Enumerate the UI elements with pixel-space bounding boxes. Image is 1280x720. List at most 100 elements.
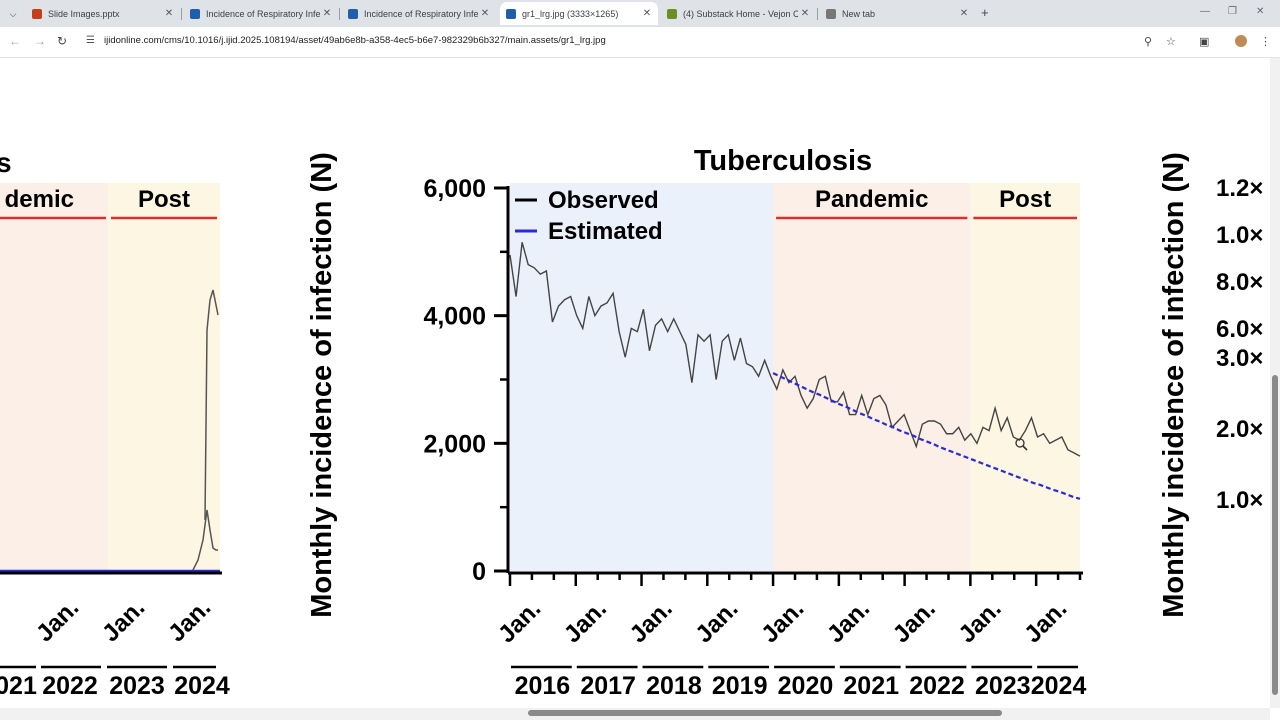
left-observed-line-peak: [204, 289, 219, 521]
legend-label-observed: Observed: [548, 187, 659, 214]
left-x-tick-2: Jan.: [97, 594, 150, 647]
year-label: 2020: [778, 672, 834, 700]
left-post-label: Post: [138, 186, 190, 213]
horizontal-scroll-thumb[interactable]: [528, 710, 1002, 716]
right-tick-5: 3.0×: [1216, 345, 1263, 372]
left-post-band: [108, 183, 220, 571]
vertical-scroll-thumb[interactable]: [1272, 375, 1278, 695]
journal-icon: [190, 8, 200, 19]
left-pandemic-label: demic: [5, 186, 74, 213]
zoom-cursor-icon: [1015, 438, 1028, 451]
y-axis-label: Monthly incidence of infection (N): [306, 152, 338, 618]
x-tick-label: Jan.: [954, 595, 1007, 648]
period-band-3: [970, 183, 1080, 571]
tab-separator: [817, 8, 818, 20]
powerpoint-icon: [32, 8, 42, 19]
left-year-label-1: 021: [0, 672, 37, 700]
journal-icon: [348, 8, 358, 19]
address-bar[interactable]: ijidonline.com/cms/10.1016/j.ijid.2025.1…: [104, 35, 606, 46]
new-tab-plus-icon[interactable]: +: [981, 5, 989, 20]
tab-title: gr1_lrg.jpg (3333×1265): [522, 8, 619, 19]
series-line-observed: [509, 242, 1081, 457]
period-band-2: [773, 183, 971, 571]
tab-3[interactable]: Incidence of Respiratory Infecti ✕: [342, 2, 496, 25]
tab-close-icon[interactable]: ✕: [164, 8, 174, 19]
tab-1[interactable]: Slide Images.pptx ✕: [26, 2, 180, 25]
year-label: 2017: [580, 672, 636, 700]
tab-separator: [339, 8, 340, 20]
tab-title: New tab: [842, 8, 876, 19]
chart-title: Tuberculosis: [694, 145, 872, 177]
site-info-icon[interactable]: ☰: [86, 35, 95, 46]
menu-kebab-icon[interactable]: ⋮: [1260, 36, 1271, 48]
tab-close-icon[interactable]: ✕: [800, 8, 810, 19]
period-band-1: [510, 183, 774, 571]
tab-4[interactable]: gr1_lrg.jpg (3333×1265) ✕: [500, 2, 658, 25]
tab-close-icon[interactable]: ✕: [642, 8, 652, 19]
tab-strip: ⌵ Slide Images.pptx ✕ Incidence of Respira…: [0, 0, 1280, 27]
x-tick-label: Jan.: [690, 595, 743, 648]
year-label: 2023: [975, 672, 1031, 700]
x-tick-label: Jan.: [493, 595, 546, 648]
tab-close-icon[interactable]: ✕: [322, 8, 332, 19]
tab-close-icon[interactable]: ✕: [959, 8, 969, 19]
journal-icon: [506, 8, 516, 19]
y-tick-label: 6,000: [423, 175, 486, 203]
y-tick-label: 4,000: [423, 303, 486, 331]
left-panel: s demic Post Jan. Jan. Jan. 021 2022 202…: [0, 147, 230, 700]
left-observed-line-low: [0, 509, 218, 573]
browser-toolbar: ← → ↻ ☰ ijidonline.com/cms/10.1016/j.iji…: [0, 27, 1280, 58]
right-tick-4: 6.0×: [1216, 316, 1263, 343]
chrome-icon: [826, 8, 836, 19]
minimize-icon[interactable]: —: [1200, 6, 1210, 17]
restore-icon[interactable]: ❐: [1228, 6, 1237, 17]
tuberculosis-chart: Pandemic Post Tuberculosis 0 2,000 4,000 6,000…: [423, 145, 1086, 700]
profile-avatar[interactable]: [1235, 35, 1247, 47]
year-label: 2019: [712, 672, 768, 700]
year-label: 2016: [515, 672, 571, 700]
period-label-3: Post: [999, 186, 1051, 213]
right-tick-2: 1.0×: [1216, 222, 1263, 249]
left-title-fragment: s: [0, 147, 12, 178]
tab-close-icon[interactable]: ✕: [480, 8, 490, 19]
tab-title: Incidence of Respiratory Infecti: [206, 8, 320, 19]
y-tick-label: 0: [472, 558, 486, 586]
right-tick-3: 8.0×: [1216, 269, 1263, 296]
x-tick-label: Jan.: [625, 595, 678, 648]
x-tick-label: Jan.: [888, 595, 941, 648]
right-y-axis-label: Monthly incidence of infection (N): [1158, 152, 1190, 618]
bookmark-star-icon[interactable]: ☆: [1166, 36, 1176, 48]
year-label: 2021: [843, 672, 899, 700]
tab-5[interactable]: (4) Substack Home - Vejon CO ✕: [661, 2, 816, 25]
back-arrow-icon[interactable]: ←: [9, 34, 21, 48]
y-tick-label: 2,000: [423, 430, 486, 458]
right-tick-1: 1.2×: [1216, 175, 1263, 202]
right-tick-6: 2.0×: [1216, 416, 1263, 443]
left-pandemic-band: [0, 183, 108, 571]
left-year-label-3: 2023: [109, 672, 165, 700]
extensions-icon[interactable]: ▣: [1199, 36, 1210, 48]
right-panel: Monthly incidence of infection (N) 1.2× …: [1158, 152, 1263, 618]
tab-title: Incidence of Respiratory Infecti: [364, 8, 478, 19]
left-year-label-4: 2024: [174, 672, 230, 700]
legend-label-estimated: Estimated: [548, 218, 663, 245]
year-label: 2024: [1031, 672, 1087, 700]
tab-2[interactable]: Incidence of Respiratory Infecti ✕: [184, 2, 338, 25]
close-window-icon[interactable]: ✕: [1256, 6, 1265, 17]
left-x-tick-3: Jan.: [163, 594, 216, 647]
tab-search-chevron-icon[interactable]: ⌵: [9, 8, 17, 19]
x-tick-label: Jan.: [822, 595, 875, 648]
tab-title: Slide Images.pptx: [48, 8, 120, 19]
image-viewport[interactable]: s demic Post Jan. Jan. Jan. 021 2022 202…: [0, 58, 1270, 708]
substack-icon: [667, 8, 677, 19]
forward-arrow-icon[interactable]: →: [34, 34, 46, 48]
reload-icon[interactable]: ↻: [57, 34, 68, 48]
series-line-estimated: [772, 372, 1081, 500]
figure-image: s demic Post Jan. Jan. Jan. 021 2022 202…: [0, 145, 1263, 700]
x-tick-label: Jan.: [756, 595, 809, 648]
tab-6[interactable]: New tab ✕: [820, 2, 975, 25]
x-tick-label: Jan.: [559, 595, 612, 648]
zoom-icon[interactable]: ⚲: [1144, 36, 1153, 48]
x-tick-label: Jan.: [1019, 595, 1072, 648]
left-x-tick-1: Jan.: [31, 594, 84, 647]
